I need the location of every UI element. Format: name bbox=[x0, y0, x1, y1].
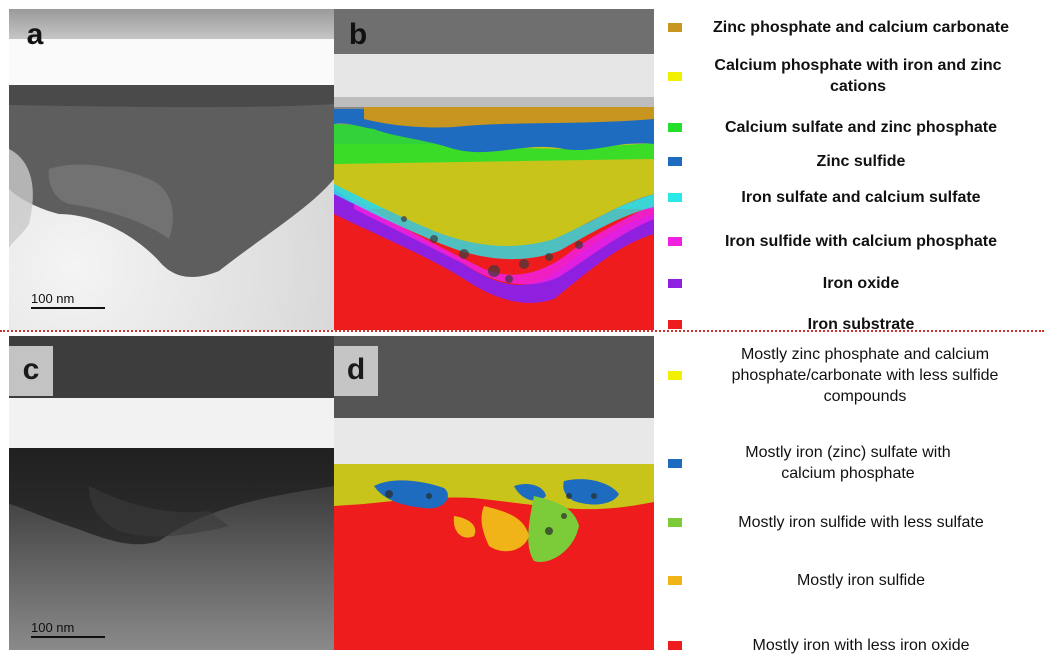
swatch-iron-substrate bbox=[668, 320, 682, 329]
legend-item: Calcium phosphate with iron and zinc cat… bbox=[660, 55, 1044, 97]
legend-label: Mostly zinc phosphate and calcium phosph… bbox=[731, 346, 999, 405]
legend-label: Iron oxide bbox=[822, 275, 900, 292]
legend-item: Mostly zinc phosphate and calcium phosph… bbox=[660, 344, 1044, 407]
scale-bar-label: 100 nm bbox=[31, 291, 75, 306]
scale-bar-c: 100 nm bbox=[31, 620, 105, 638]
legend-label: Mostly iron sulfide with less sulfate bbox=[738, 514, 984, 531]
legend-label: Zinc sulfide bbox=[816, 153, 906, 170]
legend-label: Calcium sulfate and zinc phosphate bbox=[724, 119, 998, 136]
legend-item: Zinc phosphate and calcium carbonate bbox=[660, 17, 1044, 38]
legend-item: Zinc sulfide bbox=[660, 151, 1044, 172]
legend-item: Iron substrate bbox=[660, 314, 1044, 335]
legend-label: Calcium phosphate with iron and zinc cat… bbox=[714, 57, 1002, 95]
legend-item: Iron oxide bbox=[660, 273, 1044, 294]
scale-bar-label: 100 nm bbox=[31, 620, 75, 635]
scale-bar-line bbox=[31, 636, 105, 638]
swatch-calcium-sulfate bbox=[668, 123, 682, 132]
scale-bar-a: 100 nm bbox=[31, 291, 105, 309]
panel-b-phase-map: b bbox=[334, 9, 654, 330]
swatch-calcium-phosphate bbox=[668, 71, 682, 81]
legend-label: Mostly iron sulfide bbox=[796, 572, 926, 589]
legend-label: Iron sulfide with calcium phosphate bbox=[724, 233, 998, 250]
swatch-iron-sulfate bbox=[668, 193, 682, 202]
swatch-mostly-iron bbox=[668, 641, 682, 650]
legend-item: Calcium sulfate and zinc phosphate bbox=[660, 117, 1044, 138]
swatch-mostly-iron-sulfide bbox=[668, 576, 682, 585]
legend-label: Zinc phosphate and calcium carbonate bbox=[712, 19, 1010, 36]
section-divider bbox=[0, 330, 1044, 332]
scale-bar-line bbox=[31, 307, 105, 309]
swatch-mostly-zinc-phosphate bbox=[668, 371, 682, 380]
swatch-mostly-iron-sulfide-less-sulfate bbox=[668, 518, 682, 527]
legend-item: Mostly iron with less iron oxide bbox=[660, 635, 1044, 656]
panel-label-c: c bbox=[9, 346, 53, 396]
legend-item: Mostly iron sulfide bbox=[660, 570, 1044, 591]
panel-a-tem-image: a 100 nm bbox=[9, 9, 334, 330]
legend-label: Mostly iron with less iron oxide bbox=[752, 637, 970, 654]
legend-label: Iron sulfate and calcium sulfate bbox=[741, 189, 981, 206]
panel-label-b: b bbox=[348, 18, 368, 51]
swatch-zinc-phosphate-calcium-carbonate bbox=[668, 23, 682, 32]
swatch-mostly-iron-zinc-sulfate bbox=[668, 458, 682, 468]
legend-item: Mostly iron sulfide with less sulfate bbox=[660, 512, 1044, 533]
legend-item: Mostly iron (zinc) sulfate with calcium … bbox=[660, 442, 1044, 484]
legend-bottom: Mostly zinc phosphate and calcium phosph… bbox=[660, 336, 1044, 656]
legend-label: Iron substrate bbox=[807, 316, 915, 333]
swatch-iron-sulfide bbox=[668, 237, 682, 246]
panel-label-d: d bbox=[334, 346, 378, 396]
legend-item: Iron sulfate and calcium sulfate bbox=[660, 187, 1044, 208]
panel-label-a: a bbox=[26, 18, 44, 51]
panel-d-phase-map: d bbox=[334, 336, 654, 650]
panel-c-tem-image: c 100 nm bbox=[9, 336, 334, 650]
swatch-zinc-sulfide bbox=[668, 157, 682, 166]
swatch-iron-oxide bbox=[668, 279, 682, 288]
legend-top: Zinc phosphate and calcium carbonate Cal… bbox=[660, 9, 1044, 333]
legend-label: Mostly iron (zinc) sulfate with calcium … bbox=[745, 444, 951, 482]
legend-item: Iron sulfide with calcium phosphate bbox=[660, 231, 1044, 252]
